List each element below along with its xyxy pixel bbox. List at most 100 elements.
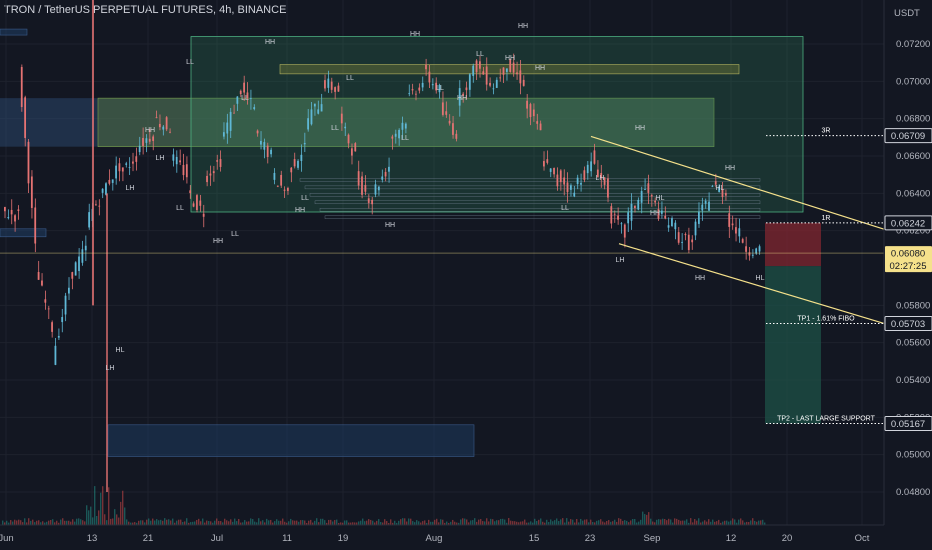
candle-body xyxy=(222,132,225,137)
candle-body xyxy=(630,203,633,221)
candle-body xyxy=(239,90,242,95)
volume-bar xyxy=(442,519,444,525)
volume-bar xyxy=(146,519,148,525)
candle-body xyxy=(644,189,646,190)
volume-bar xyxy=(598,520,600,525)
structure-label: HH xyxy=(518,23,528,30)
volume-bar xyxy=(10,520,12,525)
candle-body xyxy=(674,222,677,230)
x-tick-label: 23 xyxy=(585,533,596,544)
volume-bar xyxy=(338,522,340,525)
volume-bar xyxy=(468,522,470,525)
volume-bar xyxy=(194,521,196,525)
volume-bar xyxy=(136,522,138,525)
x-tick-label: 15 xyxy=(529,533,540,544)
candle-body xyxy=(71,272,74,279)
candle-body xyxy=(590,161,592,172)
volume-bar xyxy=(670,519,672,525)
volume-bar xyxy=(520,521,522,525)
candle-body xyxy=(17,209,20,211)
volume-bar xyxy=(234,518,236,525)
candle-body xyxy=(640,191,643,203)
structure-label: HL xyxy=(756,275,765,282)
candle-body xyxy=(313,103,316,107)
price-label-text: 0.06709 xyxy=(891,131,925,142)
candle-body xyxy=(425,64,427,70)
candle-body xyxy=(455,133,458,139)
candle-body xyxy=(182,164,185,176)
volume-bar xyxy=(502,518,504,525)
candle-body xyxy=(371,199,374,205)
volume-bar xyxy=(592,521,594,525)
candle-body xyxy=(479,61,481,69)
volume-bar xyxy=(750,520,752,525)
volume-bar xyxy=(452,519,454,525)
volume-bar xyxy=(626,520,628,525)
candle-body xyxy=(465,87,468,91)
candle-body xyxy=(620,223,623,225)
volume-bar xyxy=(92,517,94,525)
volume-bar xyxy=(438,522,440,525)
price-label-box xyxy=(884,215,932,231)
level-box xyxy=(324,215,761,219)
volume-bar xyxy=(498,520,500,525)
volume-bar xyxy=(258,518,260,525)
volume-bar xyxy=(568,521,570,525)
candle-body xyxy=(101,188,104,193)
volume-bar xyxy=(754,520,756,525)
candle-body xyxy=(273,172,276,180)
candle-body xyxy=(162,126,165,130)
candle-body xyxy=(745,246,747,252)
volume-bar xyxy=(390,519,392,525)
volume-bar xyxy=(20,520,22,525)
candle-body xyxy=(263,142,266,150)
candle-body xyxy=(41,280,43,286)
volume-bar xyxy=(676,518,678,525)
stop-loss-box xyxy=(765,222,821,267)
upper-channel-line xyxy=(590,135,885,230)
candle-body xyxy=(249,98,252,99)
candle-body xyxy=(145,138,148,143)
candle-body xyxy=(377,186,380,191)
candle-body xyxy=(121,167,124,172)
candle-body xyxy=(128,167,131,168)
structure-label: HH xyxy=(295,207,305,214)
structure-label: LL xyxy=(301,195,309,202)
volume-bar xyxy=(470,520,472,525)
volume-bar xyxy=(88,510,90,525)
volume-bar xyxy=(148,518,150,525)
volume-bar xyxy=(748,522,750,525)
volume-bar xyxy=(694,519,696,525)
volume-bar xyxy=(236,521,238,525)
volume-bar xyxy=(638,521,640,525)
volume-bar xyxy=(488,521,490,525)
volume-bar xyxy=(648,512,650,525)
candle-body xyxy=(600,172,603,179)
volume-bar xyxy=(332,521,334,525)
volume-bar xyxy=(720,522,722,525)
volume-bar xyxy=(22,522,24,525)
volume-bar xyxy=(536,520,538,525)
volume-bar xyxy=(254,521,256,525)
volume-bar xyxy=(290,518,292,525)
volume-bar xyxy=(486,518,488,525)
volume-bar xyxy=(214,520,216,525)
volume-bar xyxy=(450,521,452,525)
candle-body xyxy=(610,206,613,224)
structure-label: LL xyxy=(186,59,194,66)
candle-body xyxy=(660,210,663,214)
volume-bar xyxy=(210,521,212,525)
volume-bar xyxy=(436,518,438,525)
volume-bar xyxy=(538,519,540,525)
x-tick-label: Oct xyxy=(855,533,870,544)
volume-bar xyxy=(668,518,670,525)
y-tick-label: 0.07000 xyxy=(896,76,930,87)
currency-label: USDT xyxy=(894,8,920,19)
volume-bar xyxy=(628,522,630,525)
candle-body xyxy=(4,207,6,212)
volume-bar xyxy=(260,521,262,525)
volume-bar xyxy=(216,518,218,525)
candle-body xyxy=(94,204,97,206)
volume-bar xyxy=(116,514,118,525)
